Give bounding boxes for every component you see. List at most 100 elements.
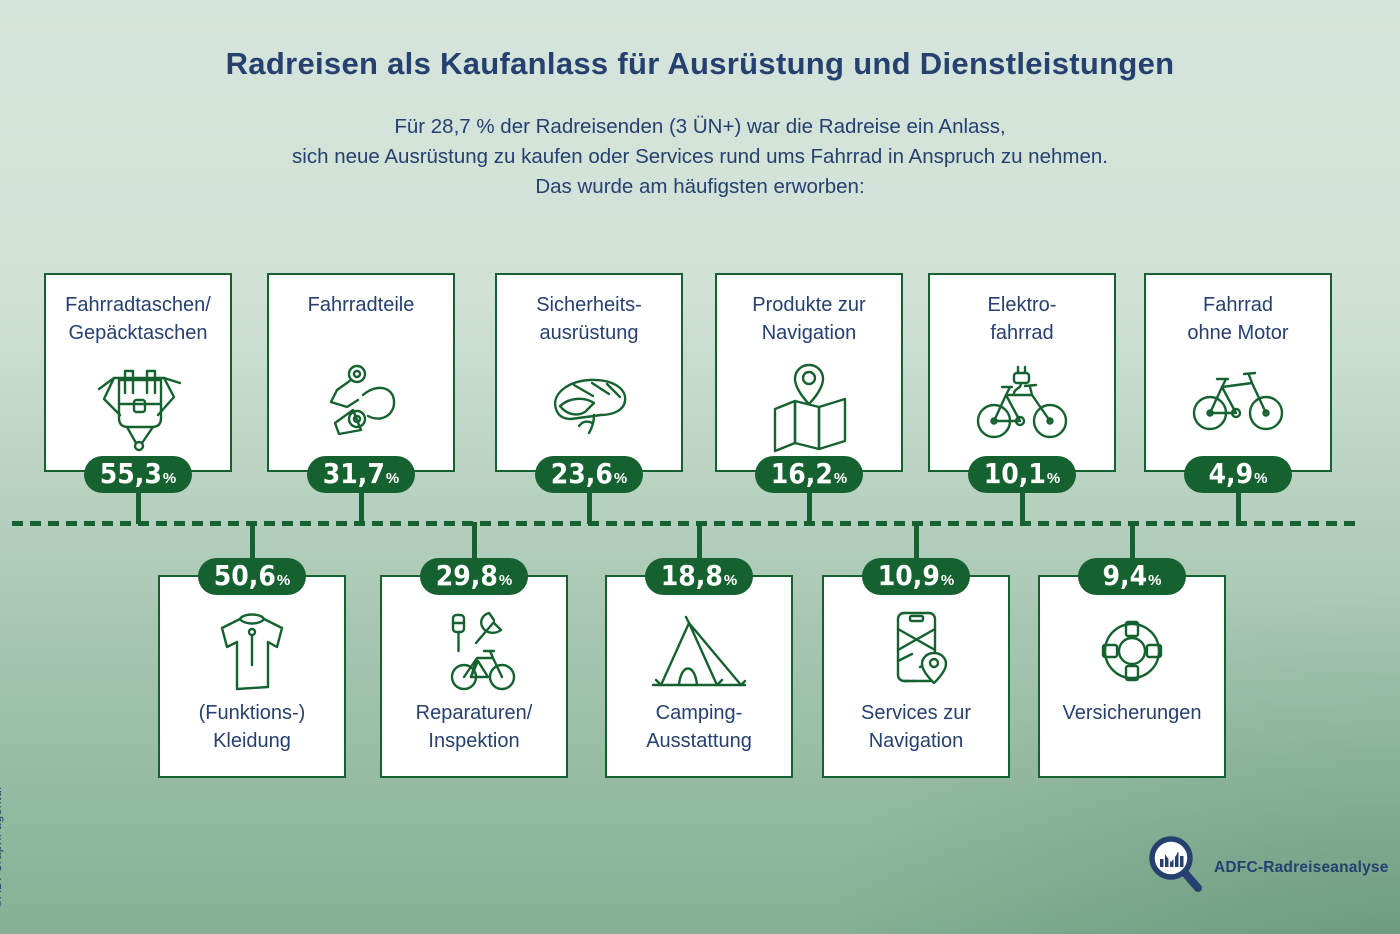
value-percent-sign: %	[162, 470, 177, 487]
value-badge: 9,4%	[1078, 558, 1186, 595]
card-label: Fahrrad ohne Motor	[1146, 291, 1330, 347]
pannier-bag-icon	[88, 357, 188, 458]
subtitle-line-3: Das wurde am häufigsten erworben:	[535, 175, 865, 198]
subtitle-line-2: sich neue Ausrüstung zu kaufen oder Serv…	[292, 145, 1108, 168]
card-label-line1: Fahrradteile	[307, 294, 415, 316]
connector-stem	[1019, 468, 1025, 524]
value-number: 16,2	[770, 457, 833, 490]
card-label-line2: Inspektion	[428, 730, 520, 752]
value-percent-sign: %	[276, 572, 291, 589]
card-label-line2: ausrüstung	[539, 322, 639, 344]
value-percent-sign: %	[613, 470, 628, 487]
value-badge: 18,8%	[645, 558, 753, 595]
brand-logo: ADFC-Radreiseanalyse	[1144, 832, 1389, 903]
helmet-icon	[539, 357, 639, 454]
card-label-line1: Camping-	[655, 702, 743, 724]
connector-stem	[249, 522, 255, 562]
derailleur-icon	[313, 357, 409, 458]
card-label: Versicherungen	[1040, 699, 1224, 727]
connector-stem	[696, 522, 702, 562]
value-percent-sign: %	[723, 572, 738, 589]
card-label-line1: Sicherheits-	[536, 294, 642, 316]
value-number: 18,8	[660, 559, 723, 592]
card-elektrofahrrad: Elektro- fahrrad 10,1%	[928, 273, 1116, 493]
card-versicherungen: Versicherungen 9,4%	[1038, 558, 1226, 778]
card-label-line1: Fahrrad	[1202, 294, 1274, 316]
value-number: 23,6	[550, 457, 613, 490]
card-fahrradteile: Fahrradteile 31,7%	[267, 273, 455, 493]
connector-stem	[471, 522, 477, 562]
magnifier-bar-chart-pin-icon	[1144, 832, 1208, 903]
subtitle: Für 28,7 % der Radreisenden (3 ÜN+) war …	[0, 112, 1400, 202]
timeline-dashed-line	[12, 521, 1358, 526]
bicycle-icon	[1186, 357, 1290, 446]
value-badge: 4,9%	[1184, 456, 1292, 493]
connector-stem	[586, 468, 592, 524]
card-label-line1: Services zur	[860, 702, 972, 724]
value-number: 29,8	[435, 559, 498, 592]
card-fahrrad-ohne-motor: Fahrrad ohne Motor 4,9%	[1144, 273, 1332, 493]
card-funktionskleidung: (Funktions-) Kleidung 50,6%	[158, 558, 346, 778]
card-label: Fahrradteile	[269, 291, 453, 319]
card-label: (Funktions-) Kleidung	[160, 699, 344, 755]
card-produkte-navigation: Produkte zur Navigation 16,2%	[715, 273, 903, 493]
value-number: 31,7	[322, 457, 385, 490]
card-label-line2: ohne Motor	[1187, 322, 1289, 344]
value-number: 50,6	[213, 559, 276, 592]
value-badge: 29,8%	[420, 558, 528, 595]
value-badge: 16,2%	[755, 456, 863, 493]
card-label-line2: Ausstattung	[646, 730, 752, 752]
copyright-credit: ©ADFC/april agentur	[0, 785, 4, 908]
connector-stem	[135, 468, 141, 524]
card-label-line1: Elektro-	[987, 294, 1057, 316]
value-percent-sign: %	[1046, 470, 1061, 487]
card-sicherheitsausruestung: Sicherheits- ausrüstung 23,6%	[495, 273, 683, 493]
card-label-line1: (Funktions-)	[198, 702, 306, 724]
value-badge: 10,9%	[862, 558, 970, 595]
card-services-navigation: Services zur Navigation 10,9%	[822, 558, 1010, 778]
value-number: 55,3	[99, 457, 162, 490]
card-label-line2: fahrrad	[990, 322, 1054, 344]
card-label: Camping- Ausstattung	[607, 699, 791, 755]
value-number: 10,1	[983, 457, 1046, 490]
value-badge: 10,1%	[968, 456, 1076, 493]
card-label: Reparaturen/ Inspektion	[382, 699, 566, 755]
value-percent-sign: %	[385, 470, 400, 487]
card-label: Elektro- fahrrad	[930, 291, 1114, 347]
connector-stem	[1129, 522, 1135, 562]
connector-stem	[806, 468, 812, 524]
value-badge: 50,6%	[198, 558, 306, 595]
card-reparaturen: Reparaturen/ Inspektion 29,8%	[380, 558, 568, 778]
card-label-line2: Navigation	[868, 730, 964, 752]
page-title: Radreisen als Kaufanlass für Ausrüstung …	[225, 46, 1175, 81]
tent-icon	[647, 603, 751, 700]
value-number: 4,9	[1208, 457, 1254, 490]
card-label-line2: Kleidung	[213, 730, 291, 752]
card-label-line1: Produkte zur	[752, 294, 866, 316]
card-label: Sicherheits- ausrüstung	[497, 291, 681, 347]
card-camping: Camping- Ausstattung 18,8%	[605, 558, 793, 778]
subtitle-line-1: Für 28,7 % der Radreisenden (3 ÜN+) war …	[394, 115, 1006, 138]
card-label: Fahrradtaschen/ Gepäcktaschen	[46, 291, 230, 347]
value-percent-sign: %	[1254, 470, 1268, 487]
phone-navigation-icon	[868, 603, 964, 704]
card-label-line1: Versicherungen	[1062, 702, 1202, 724]
brand-label: ADFC-Radreiseanalyse	[1214, 858, 1389, 876]
connector-stem	[1235, 468, 1241, 524]
e-bike-icon	[970, 357, 1074, 454]
value-badge: 55,3%	[84, 456, 192, 493]
connector-stem	[358, 468, 364, 524]
value-number: 10,9	[877, 559, 940, 592]
card-fahrradtaschen: Fahrradtaschen/ Gepäcktaschen 55,3%	[44, 273, 232, 493]
jersey-icon	[204, 603, 300, 700]
value-number: 9,4	[1102, 559, 1148, 592]
card-label: Services zur Navigation	[824, 699, 1008, 755]
card-label-line2: Navigation	[761, 322, 857, 344]
card-label-line1: Fahrradtaschen/	[65, 294, 211, 316]
value-badge: 23,6%	[535, 456, 643, 493]
value-percent-sign: %	[833, 470, 848, 487]
life-ring-icon	[1084, 603, 1180, 704]
card-label-line2: Gepäcktaschen	[68, 322, 208, 344]
repair-tools-bike-icon	[426, 603, 522, 704]
